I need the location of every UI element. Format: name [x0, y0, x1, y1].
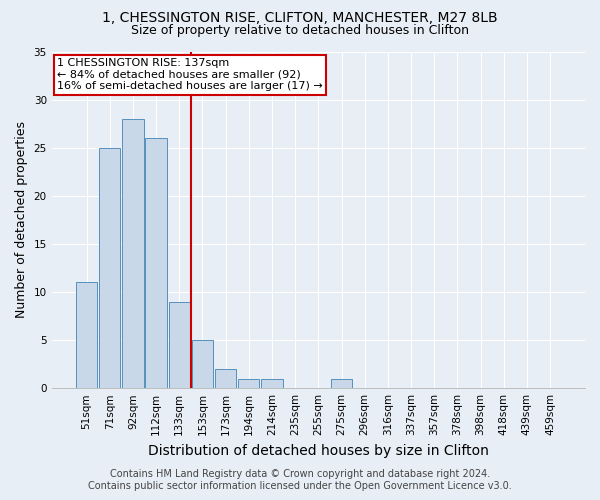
Bar: [215, 369, 236, 388]
Bar: [262, 378, 283, 388]
Bar: [169, 302, 190, 388]
Bar: [331, 378, 352, 388]
Text: 1, CHESSINGTON RISE, CLIFTON, MANCHESTER, M27 8LB: 1, CHESSINGTON RISE, CLIFTON, MANCHESTER…: [102, 11, 498, 25]
Text: 1 CHESSINGTON RISE: 137sqm
← 84% of detached houses are smaller (92)
16% of semi: 1 CHESSINGTON RISE: 137sqm ← 84% of deta…: [57, 58, 323, 92]
Bar: [122, 119, 143, 388]
Bar: [99, 148, 121, 388]
Text: Size of property relative to detached houses in Clifton: Size of property relative to detached ho…: [131, 24, 469, 37]
Bar: [145, 138, 167, 388]
Y-axis label: Number of detached properties: Number of detached properties: [15, 122, 28, 318]
Text: Contains HM Land Registry data © Crown copyright and database right 2024.
Contai: Contains HM Land Registry data © Crown c…: [88, 470, 512, 491]
Bar: [192, 340, 213, 388]
Bar: [76, 282, 97, 388]
Bar: [238, 378, 259, 388]
X-axis label: Distribution of detached houses by size in Clifton: Distribution of detached houses by size …: [148, 444, 489, 458]
